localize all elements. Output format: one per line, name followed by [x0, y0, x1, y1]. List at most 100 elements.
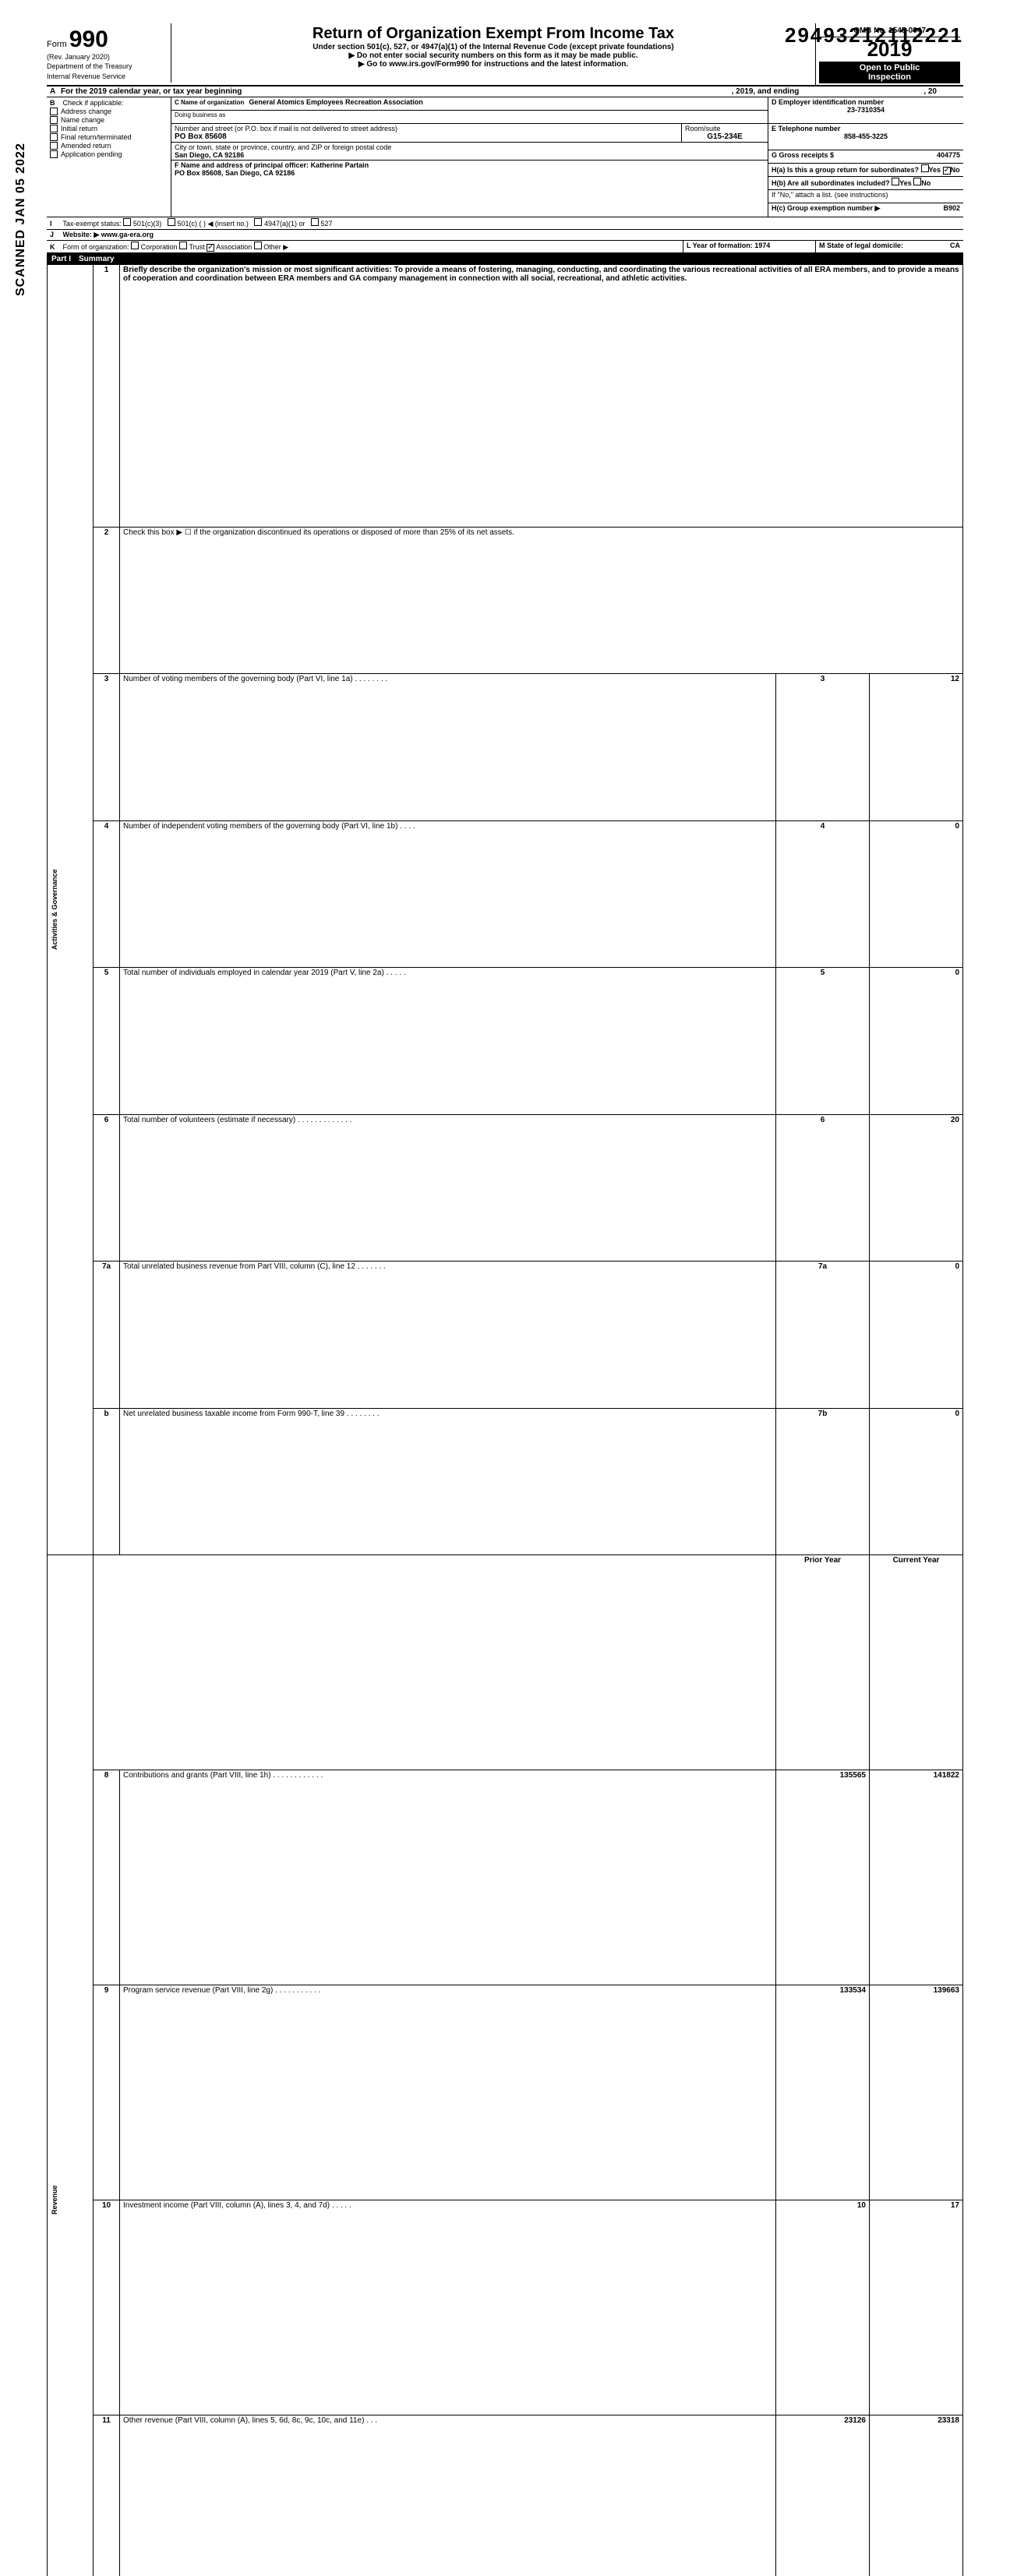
chk-527[interactable]	[311, 218, 319, 226]
chk-initial-return[interactable]: Initial return	[50, 125, 168, 132]
line-desc: Program service revenue (Part VIII, line…	[120, 1985, 776, 2200]
no-label: No	[921, 179, 931, 187]
part-i-num: Part I	[51, 255, 71, 263]
line-desc: Contributions and grants (Part VIII, lin…	[120, 1770, 776, 1985]
prior-year-val: 135565	[776, 1770, 870, 1985]
line-box: 4	[776, 820, 870, 967]
row-a-text1: For the 2019 calendar year, or tax year …	[61, 87, 242, 96]
treasury-line1: Department of the Treasury	[47, 61, 166, 71]
opt-label: Corporation	[141, 243, 178, 251]
scanned-stamp: SCANNED JAN 05 2022	[14, 143, 28, 296]
form-990-page: 29493212112221 SCANNED JAN 05 2022 Form …	[0, 0, 1010, 2576]
chk-final-return[interactable]: Final return/terminated	[50, 133, 168, 141]
prior-year-hdr: Prior Year	[776, 1555, 870, 1770]
c-city-label: City or town, state or province, country…	[175, 143, 765, 151]
officer-name: Katherine Partain	[311, 161, 369, 169]
opt-label: Trust	[189, 243, 204, 251]
ha-no-chk[interactable]	[943, 167, 951, 175]
year-formation: 1974	[754, 242, 770, 249]
hb-label: H(b) Are all subordinates included?	[772, 179, 890, 187]
website: www.ga-era.org	[101, 231, 154, 238]
chk-corp[interactable]	[131, 242, 139, 249]
city-state-zip: San Diego, CA 92186	[175, 151, 765, 159]
form-number: 990	[69, 26, 108, 52]
c-dba-label: Doing business as	[175, 111, 225, 118]
chk-assoc[interactable]	[207, 244, 214, 252]
m-label: M State of legal domicile:	[819, 242, 903, 249]
line-value: 0	[870, 820, 963, 967]
chk-address-change[interactable]: Address change	[50, 108, 168, 115]
row-a-text2: , 2019, and ending	[732, 87, 800, 96]
hb-yes-chk[interactable]	[892, 178, 899, 185]
chk-4947[interactable]	[254, 218, 262, 226]
line-desc: Other revenue (Part VIII, column (A), li…	[120, 2415, 776, 2576]
opt-label: Association	[216, 243, 252, 251]
row-a-text3: , 20	[923, 87, 937, 96]
chk-label: Final return/terminated	[61, 133, 132, 141]
c-street-label: Number and street (or P.O. box if mail i…	[175, 125, 678, 132]
hc-label: H(c) Group exemption number ▶	[772, 204, 880, 212]
officer-addr: PO Box 85608, San Diego, CA 92186	[175, 169, 765, 177]
part-i-header: Part I Summary	[47, 254, 963, 264]
chk-501c3[interactable]	[123, 218, 131, 226]
l-label: L Year of formation:	[687, 242, 753, 249]
chk-trust[interactable]	[179, 242, 187, 249]
col-b: B Check if applicable: Address change Na…	[47, 97, 171, 217]
part-i-title: Summary	[79, 255, 115, 263]
hb-no-chk[interactable]	[913, 178, 921, 185]
line-box: 3	[776, 674, 870, 820]
chk-other[interactable]	[254, 242, 262, 249]
line-value: 0	[870, 1408, 963, 1555]
yes-label: Yes	[899, 179, 912, 187]
chk-label: Application pending	[61, 150, 122, 158]
opt-label: 4947(a)(1) or	[264, 220, 305, 228]
chk-501c[interactable]	[168, 218, 175, 226]
chk-amended-return[interactable]: Amended return	[50, 142, 168, 150]
ein: 23-7310354	[772, 106, 960, 114]
current-year-hdr: Current Year	[870, 1555, 963, 1770]
ha-label: H(a) Is this a group return for subordin…	[772, 166, 919, 174]
line-box: 5	[776, 968, 870, 1114]
ha-yes-chk[interactable]	[921, 164, 929, 172]
row-k: K Form of organization: Corporation Trus…	[47, 241, 963, 254]
line-desc: Number of independent voting members of …	[120, 820, 776, 967]
label-j: J	[50, 231, 61, 238]
opt-label: 501(c) ( ) ◀ (insert no.)	[177, 220, 248, 228]
section-bce: B Check if applicable: Address change Na…	[47, 97, 963, 217]
line-desc: Total number of volunteers (estimate if …	[120, 1114, 776, 1261]
room-suite: G15-234E	[685, 132, 765, 141]
summary-table: Activities & Governance 1 Briefly descri…	[47, 264, 963, 2576]
org-name: General Atomics Employees Recreation Ass…	[249, 98, 422, 106]
line-num: 11	[94, 2415, 120, 2576]
line-desc: Number of voting members of the governin…	[120, 674, 776, 820]
line-value: 0	[870, 1262, 963, 1408]
line-value: 12	[870, 674, 963, 820]
label-a: A	[50, 87, 61, 96]
b-caption: Check if applicable:	[63, 99, 124, 107]
opt-label: 527	[321, 220, 333, 228]
gross-receipts: 404775	[937, 151, 960, 159]
current-year-val: 17	[870, 2200, 963, 2415]
d-label: D Employer identification number	[772, 98, 960, 106]
line-num: b	[94, 1408, 120, 1555]
no-label: No	[951, 166, 960, 174]
line-desc: Investment income (Part VIII, column (A)…	[120, 2200, 776, 2415]
row-j: J Website: ▶ www.ga-era.org	[47, 230, 963, 241]
form-subtitle2: ▶ Do not enter social security numbers o…	[175, 51, 812, 60]
side-revenue: Revenue	[51, 1556, 58, 2576]
line-box: 7b	[776, 1408, 870, 1555]
current-year-val: 23318	[870, 2415, 963, 2576]
line-desc: Total number of individuals employed in …	[120, 968, 776, 1114]
chk-label: Name change	[61, 116, 104, 124]
chk-application-pending[interactable]: Application pending	[50, 150, 168, 158]
line-num: 6	[94, 1114, 120, 1261]
prior-year-val: 23126	[776, 2415, 870, 2576]
hc-val: B902	[943, 204, 960, 212]
chk-label: Address change	[61, 108, 111, 115]
current-year-val: 141822	[870, 1770, 963, 1985]
chk-name-change[interactable]: Name change	[50, 116, 168, 124]
opt-label: Other ▶	[263, 243, 288, 251]
i-text: Tax-exempt status:	[62, 220, 122, 228]
label-i: I	[50, 220, 61, 228]
form-word: Form	[47, 40, 67, 49]
